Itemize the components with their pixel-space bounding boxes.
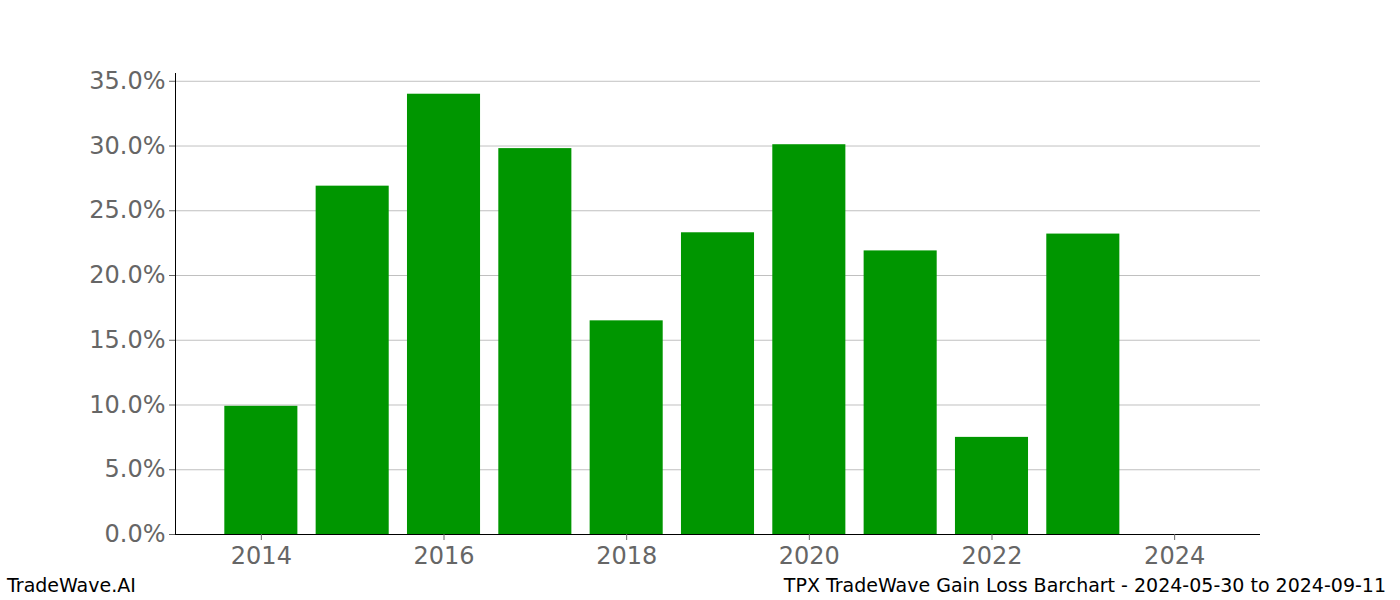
svg-text:35.0%: 35.0% (89, 67, 165, 95)
svg-text:2020: 2020 (779, 542, 840, 570)
svg-text:5.0%: 5.0% (105, 455, 166, 483)
svg-text:30.0%: 30.0% (89, 132, 165, 160)
html-text:TradeWave.AI: TradeWave.AI (7, 574, 136, 596)
svg-text:2014: 2014 (231, 542, 292, 570)
svg-text:10.0%: 10.0% (89, 391, 165, 419)
svg-text:2018: 2018 (596, 542, 657, 570)
svg-text:20.0%: 20.0% (89, 261, 165, 289)
svg-text:0.0%: 0.0% (105, 520, 166, 548)
svg-text:15.0%: 15.0% (89, 326, 165, 354)
svg-text:2022: 2022 (961, 542, 1022, 570)
svg-text:25.0%: 25.0% (89, 196, 165, 224)
svg-text:2024: 2024 (1144, 542, 1205, 570)
svg-text:2016: 2016 (413, 542, 474, 570)
html-text:TPX TradeWave Gain Loss Barcha: TPX TradeWave Gain Loss Barchart - 2024-… (783, 574, 1386, 596)
